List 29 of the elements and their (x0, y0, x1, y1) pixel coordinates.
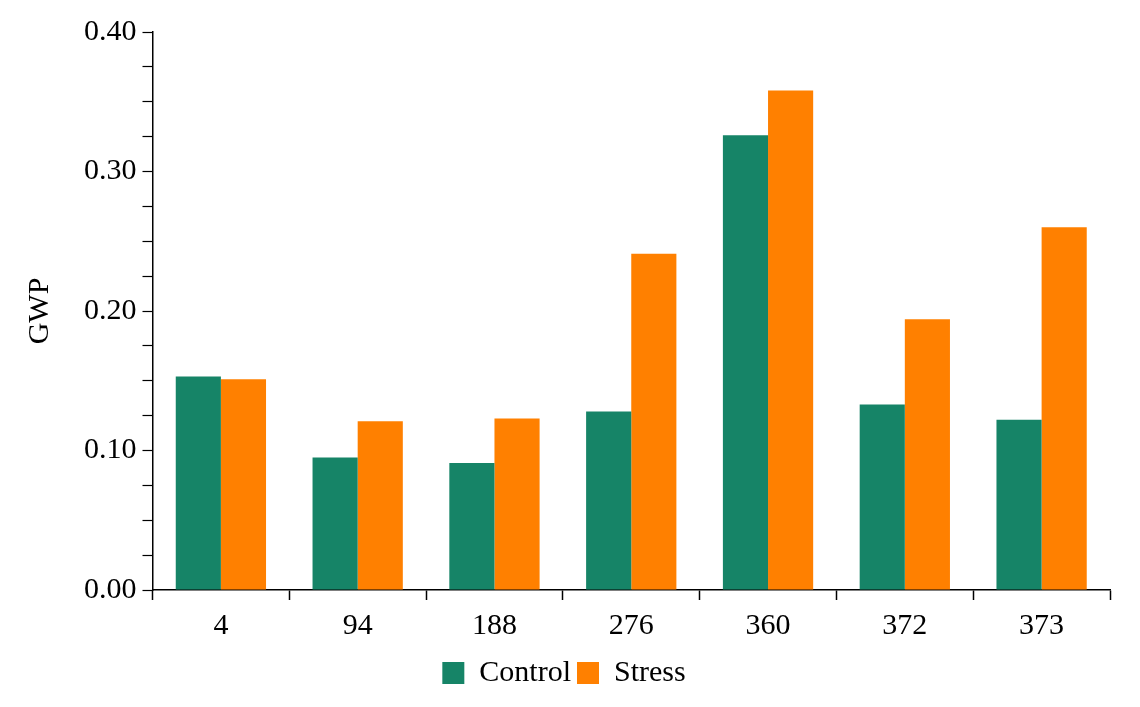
x-tick-label: 372 (882, 606, 928, 640)
y-tick-label: 0.40 (84, 12, 137, 46)
legend-label: Control (479, 653, 571, 687)
bar (859, 404, 905, 590)
bar (220, 379, 267, 590)
bar (631, 253, 677, 590)
bar (586, 411, 632, 590)
bar (449, 463, 495, 590)
x-tick-label: 188 (471, 606, 517, 640)
y-tick-label: 0.10 (84, 431, 137, 465)
y-tick-label: 0.30 (84, 152, 137, 186)
bar (494, 418, 540, 590)
legend-label: Stress (614, 653, 686, 687)
bar (357, 421, 403, 590)
bar (996, 419, 1042, 590)
y-axis-title: GWP (20, 277, 54, 345)
bar (904, 319, 950, 590)
x-tick-label: 373 (1019, 606, 1065, 640)
y-tick-label: 0.20 (84, 291, 137, 325)
x-tick-label: 360 (745, 606, 791, 640)
bar (1041, 227, 1087, 590)
x-tick-label: 276 (608, 606, 654, 640)
bar (312, 457, 358, 590)
y-tick-label: 0.00 (84, 570, 137, 604)
x-tick-label: 94 (342, 606, 373, 640)
bar (722, 135, 769, 590)
bar (175, 376, 221, 590)
x-tick-label: 4 (213, 606, 229, 640)
bar (768, 90, 814, 590)
